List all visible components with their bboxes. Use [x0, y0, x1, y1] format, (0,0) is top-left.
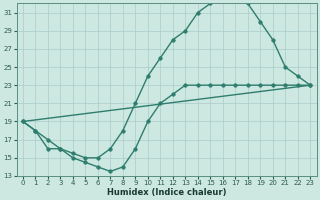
X-axis label: Humidex (Indice chaleur): Humidex (Indice chaleur): [107, 188, 226, 197]
